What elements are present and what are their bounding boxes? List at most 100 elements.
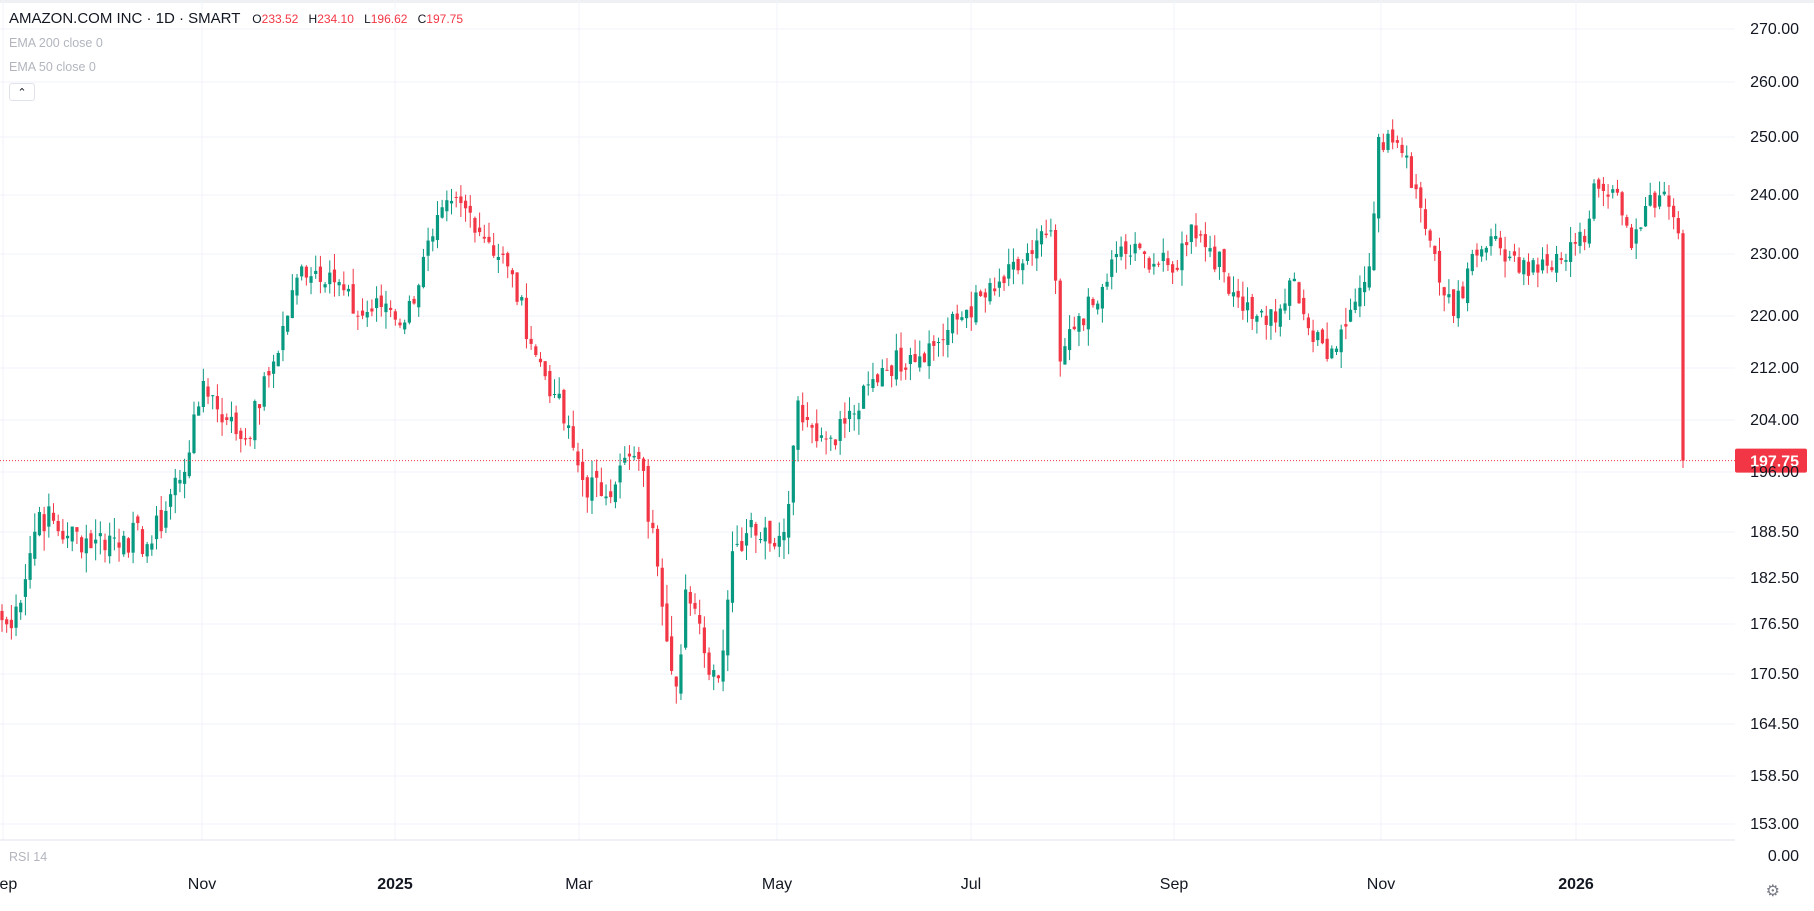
candle-body <box>552 394 557 395</box>
candle-body <box>183 471 187 484</box>
x-tick-label: Nov <box>188 876 216 893</box>
candle-body <box>1517 257 1521 273</box>
candle-body <box>1063 346 1067 365</box>
candle-body <box>164 510 168 528</box>
rsi-indicator[interactable]: RSI 14 <box>9 850 48 864</box>
candle-body <box>487 236 491 243</box>
candle-body <box>412 298 416 304</box>
candle-body <box>581 461 585 480</box>
close-label: C <box>417 12 427 26</box>
candle-body <box>496 256 500 260</box>
candle-body <box>609 491 613 498</box>
candle-body <box>37 512 42 536</box>
candle-body <box>314 270 318 275</box>
candle-body <box>1564 260 1568 262</box>
candle-body <box>65 535 70 539</box>
candle-body <box>777 535 781 547</box>
candle-body <box>56 521 60 532</box>
candle-body <box>80 537 84 553</box>
candle-body <box>1231 292 1236 297</box>
candle-body <box>98 533 102 537</box>
candle-body <box>805 417 809 420</box>
candle-body <box>1489 236 1493 247</box>
candle-body <box>304 266 308 278</box>
y-tick-label: 188.50 <box>1750 524 1799 541</box>
candle-body <box>1512 251 1517 256</box>
candle-body <box>426 240 430 256</box>
candle-body <box>702 627 706 654</box>
gear-icon[interactable]: ⚙ <box>1765 883 1780 900</box>
candle-body <box>1447 294 1451 298</box>
candle-body <box>23 579 28 597</box>
ema-200-indicator[interactable]: EMA 200 close 0 <box>9 36 103 50</box>
collapse-indicators-button[interactable]: ⌃ <box>9 83 35 101</box>
candle-body <box>1494 236 1498 240</box>
candle-body <box>974 292 978 323</box>
candle-body <box>211 395 215 397</box>
candle-body <box>1334 348 1339 353</box>
candle-body <box>1185 242 1189 246</box>
candle-body <box>1433 245 1437 254</box>
candle-body <box>271 361 276 374</box>
candle-body <box>1222 249 1226 273</box>
y-tick-label: 230.00 <box>1750 246 1799 263</box>
candle-body <box>946 329 950 345</box>
candle-body <box>1021 263 1025 271</box>
candle-body <box>927 343 931 367</box>
candle-body <box>613 484 618 503</box>
last-price-tag <box>1735 448 1807 473</box>
candle-body <box>431 236 435 242</box>
candle-body <box>295 277 299 296</box>
candle-body <box>1325 338 1329 360</box>
candle-body <box>534 346 538 355</box>
candle-body <box>1456 290 1460 319</box>
candle-body <box>1629 227 1634 249</box>
candle-body <box>641 458 646 471</box>
candle-body <box>1601 183 1605 191</box>
candle-body <box>1297 282 1301 304</box>
candle-body <box>1189 224 1193 242</box>
x-tick-label: Sep <box>1160 876 1189 893</box>
candle-body <box>1470 254 1474 272</box>
low-value: 196.62 <box>370 12 408 26</box>
candle-body <box>646 465 650 522</box>
candle-body <box>215 396 219 410</box>
candle-body <box>403 322 407 330</box>
candle-body <box>548 371 552 397</box>
candle-body <box>1302 297 1306 315</box>
candle-body <box>1395 140 1399 143</box>
candle-body <box>1067 329 1072 351</box>
candle-body <box>571 426 575 448</box>
candle-body <box>197 406 201 416</box>
y-tick-label: 176.50 <box>1750 616 1799 633</box>
y-tick-label: 270.00 <box>1750 21 1799 38</box>
candle-body <box>473 217 477 233</box>
candle-body <box>0 610 4 621</box>
candle-body <box>562 389 566 424</box>
last-price-label: 197.75 <box>1750 454 1799 471</box>
candle-body <box>389 307 393 310</box>
y-tick-label: 164.50 <box>1750 716 1799 733</box>
candle-body <box>1128 255 1133 257</box>
candle-body <box>829 437 833 439</box>
candle-body <box>871 379 875 389</box>
candle-body <box>1475 249 1479 256</box>
candle-body <box>1559 258 1563 261</box>
candle-body <box>543 361 547 377</box>
candle-body <box>520 297 524 301</box>
candle-body <box>112 537 116 539</box>
symbol-title[interactable]: AMAZON.COM INC · 1D · SMART <box>9 10 241 27</box>
candle-body <box>810 425 814 428</box>
candle-body <box>791 445 795 503</box>
candle-body <box>1597 179 1601 189</box>
candle-body <box>833 439 838 446</box>
candle-body <box>145 544 149 557</box>
candle-body <box>941 339 945 341</box>
candle-body <box>950 313 955 334</box>
x-tick-label: Sep <box>0 876 17 893</box>
ema-50-indicator[interactable]: EMA 50 close 0 <box>9 60 96 74</box>
candle-body <box>290 290 294 319</box>
candle-body <box>1526 261 1531 276</box>
